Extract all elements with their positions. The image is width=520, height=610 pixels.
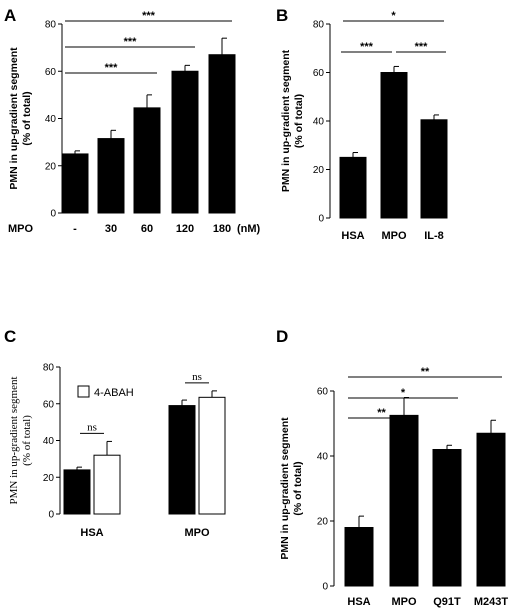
x-category-label: 30 — [105, 223, 117, 235]
significance-label: *** — [142, 10, 156, 22]
bar-4-abah — [93, 454, 121, 515]
y-axis-title-line: (% of total) — [292, 461, 304, 515]
bar — [389, 414, 419, 587]
x-category-label: HSA — [347, 596, 370, 608]
x-category-label: MPO — [184, 527, 210, 539]
x-category-label: MPO — [381, 230, 407, 242]
y-axis-title-line: PMN in up-gradient segment — [8, 47, 20, 190]
panel-d: D 0 20 40 60 PMN in up-gradient segment(% of … — [276, 327, 508, 608]
bar — [208, 54, 236, 214]
y-tick-label: 20 — [43, 473, 55, 484]
panel-label: B — [276, 6, 288, 25]
x-category-label: 60 — [141, 223, 153, 235]
bar-control — [63, 469, 91, 515]
y-tick-label: 0 — [48, 510, 54, 521]
y-tick-label: 60 — [317, 387, 329, 398]
x-category-label: MPO — [391, 596, 417, 608]
bar — [476, 432, 506, 587]
significance-label: *** — [124, 36, 138, 48]
y-axis-title: PMN in up-gradient segment(% of total) — [280, 49, 305, 192]
bar — [344, 527, 374, 587]
y-tick-label: 60 — [313, 68, 325, 79]
panel-label: C — [4, 327, 16, 346]
y-tick-label: 60 — [45, 67, 57, 78]
y-tick-label: 40 — [317, 452, 329, 463]
x-unit-label: (nM) — [237, 223, 261, 235]
y-axis-title-line: PMN in up-gradient segment — [279, 417, 291, 560]
significance-label: ** — [421, 366, 430, 378]
significance-label: ns — [87, 421, 97, 433]
x-category-label: HSA — [80, 527, 103, 539]
y-tick-label: 20 — [317, 517, 329, 528]
y-tick-label: 80 — [43, 363, 55, 374]
bar-control — [168, 405, 196, 515]
significance-label: *** — [105, 62, 119, 74]
bar — [432, 449, 462, 587]
bar — [420, 119, 448, 219]
significance-label: ** — [377, 407, 386, 419]
panel-b: B 0 20 40 60 80 PMN in up-gradient segment(% o… — [276, 6, 448, 242]
y-tick-label: 40 — [43, 436, 55, 447]
x-axis-label: MPO — [8, 223, 34, 235]
significance-label: * — [401, 387, 406, 399]
y-axis-title: PMN in up-gradient segment(% of total) — [8, 47, 33, 190]
y-tick-label: 40 — [45, 114, 57, 125]
y-tick-label: 20 — [45, 161, 57, 172]
bar — [97, 138, 125, 214]
y-tick-label: 60 — [43, 399, 55, 410]
y-tick-label: 0 — [322, 582, 328, 593]
bar — [380, 72, 408, 219]
y-tick-label: 0 — [50, 209, 56, 220]
legend-label: 4-ABAH — [94, 387, 134, 399]
y-axis-title-line: (% of total) — [293, 94, 305, 148]
x-category-label: Q91T — [433, 596, 461, 608]
bar-4-abah — [198, 396, 226, 515]
y-tick-label: 80 — [313, 20, 325, 31]
y-axis-title-line: (% of total) — [21, 91, 33, 145]
legend-swatch — [77, 385, 90, 398]
significance-label: * — [391, 10, 396, 22]
x-category-label: 120 — [176, 223, 194, 235]
panel-label: A — [4, 6, 16, 25]
significance-label: ns — [192, 371, 202, 383]
bar — [61, 153, 89, 214]
y-axis-title: PMN in up-gradient segment(% of total) — [8, 376, 33, 504]
y-axis-title-line: PMN in up-gradient segment — [280, 49, 292, 192]
bar — [339, 156, 367, 219]
panel-label: D — [276, 327, 288, 346]
x-category-label: M243T — [474, 596, 509, 608]
panel-c: C 0 20 40 60 80 PMN in up-gradient segment(% o… — [4, 327, 226, 539]
y-axis-title: PMN in up-gradient segment(% of total) — [279, 417, 304, 560]
y-tick-label: 0 — [318, 214, 324, 225]
x-category-label: HSA — [341, 230, 364, 242]
bar — [133, 107, 161, 214]
y-tick-label: 20 — [313, 165, 325, 176]
bar — [171, 70, 199, 214]
y-axis-title-line: (% of total) — [21, 415, 33, 466]
x-category-label: IL-8 — [424, 230, 444, 242]
significance-label: *** — [415, 41, 429, 53]
significance-label: *** — [360, 41, 374, 53]
y-axis-title-line: PMN in up-gradient segment — [8, 376, 20, 504]
y-tick-label: 80 — [45, 20, 57, 31]
y-tick-label: 40 — [313, 117, 325, 128]
panel-a: A 0 20 40 60 80 PMN in up-gradient segment(% o… — [4, 6, 261, 235]
x-category-label: - — [73, 223, 77, 235]
x-category-label: 180 — [213, 223, 231, 235]
